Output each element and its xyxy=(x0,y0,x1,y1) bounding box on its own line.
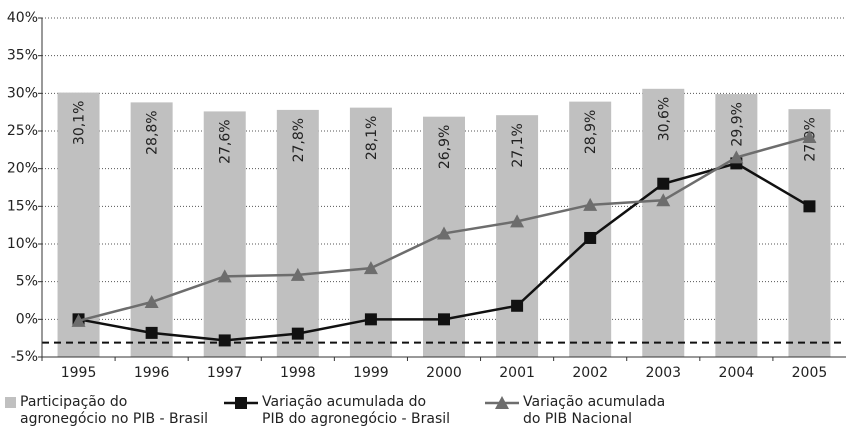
legend-label: Variação acumulada do PIB Nacional xyxy=(523,394,666,427)
bar-value-label: 28,8% xyxy=(145,110,161,154)
legend-label: Variação acumulada do PIB do agronegócio… xyxy=(262,394,451,427)
y-tick-label: 30% xyxy=(7,85,38,101)
y-tick-label: 15% xyxy=(7,198,38,214)
bar-value-label: 27,8% xyxy=(291,118,307,162)
line-marker xyxy=(584,231,597,244)
legend-icon xyxy=(5,397,16,408)
line-marker xyxy=(364,313,377,326)
y-tick-label: 10% xyxy=(7,236,38,252)
line-marker xyxy=(438,313,450,326)
line-marker xyxy=(802,130,817,144)
bar-value-label: 28,9% xyxy=(583,110,599,154)
legend-swatch xyxy=(5,397,16,408)
line-marker xyxy=(656,193,671,207)
legend-marker xyxy=(495,396,509,409)
x-tick-label: 2003 xyxy=(645,365,681,381)
legend-icon xyxy=(224,397,258,409)
y-tick-label: 5% xyxy=(16,274,38,290)
y-tick-label: 20% xyxy=(7,161,38,177)
line-marker xyxy=(71,313,86,327)
legend-label: Participação do agronegócio no PIB - Bra… xyxy=(20,394,209,427)
x-tick-label: 2005 xyxy=(792,365,828,381)
line-marker xyxy=(803,200,816,213)
bar-value-label: 29,9% xyxy=(729,102,745,146)
x-tick-label: 1998 xyxy=(280,365,316,381)
line-marker xyxy=(145,326,158,339)
chart: -5% 0% 5% 10% 15% 20% 25% 30% 35% 40% 30,1% 28,8% 27… xyxy=(7,10,846,381)
bar xyxy=(130,102,173,357)
line-marker xyxy=(583,197,598,211)
bar xyxy=(276,109,319,357)
line-marker xyxy=(437,226,451,240)
y-tick-label: 40% xyxy=(7,10,38,26)
line-marker xyxy=(729,150,744,164)
x-tick-label: 1995 xyxy=(61,365,97,381)
x-tick-label: 2000 xyxy=(426,365,462,381)
bar-value-label: 28,1% xyxy=(364,116,380,160)
bar xyxy=(203,111,246,357)
line-marker xyxy=(510,214,525,228)
bar xyxy=(57,92,100,357)
line-marker xyxy=(218,334,231,347)
y-tick-label: -5% xyxy=(11,349,38,365)
legend-marker xyxy=(235,397,247,409)
bar-value-label: 30,6% xyxy=(656,97,672,141)
y-tick-label: 25% xyxy=(7,123,38,139)
bar xyxy=(569,101,612,358)
line-marker xyxy=(657,177,670,190)
line-marker xyxy=(217,269,232,283)
bar-value-label: 27,6% xyxy=(218,119,234,163)
y-tick-label: 0% xyxy=(16,311,38,327)
bar-value-label: 26,9% xyxy=(437,125,453,169)
line-marker xyxy=(144,295,159,309)
bar xyxy=(788,109,831,357)
bar xyxy=(642,88,685,358)
line-marker xyxy=(511,299,524,312)
bar-value-label: 27,1% xyxy=(510,123,526,167)
y-tick-label: 35% xyxy=(7,48,38,64)
x-tick-label: 1997 xyxy=(207,365,243,381)
bar xyxy=(715,94,758,357)
line-marker xyxy=(363,261,378,275)
x-tick-label: 2004 xyxy=(719,365,755,381)
x-tick-label: 2001 xyxy=(499,365,535,381)
bar-value-label: 30,1% xyxy=(72,101,88,145)
legend-icon xyxy=(485,396,519,409)
line-marker xyxy=(291,327,304,340)
x-tick-label: 1999 xyxy=(353,365,389,381)
line-marker xyxy=(290,267,305,281)
bar xyxy=(496,115,539,358)
x-tick-label: 2002 xyxy=(572,365,608,381)
x-tick-label: 1996 xyxy=(134,365,170,381)
